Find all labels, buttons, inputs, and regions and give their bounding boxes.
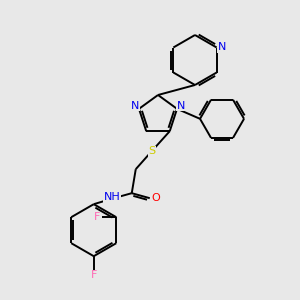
Text: F: F	[94, 212, 101, 222]
Text: F: F	[91, 270, 97, 280]
Text: O: O	[152, 193, 160, 203]
Text: N: N	[131, 101, 139, 111]
Text: N: N	[177, 101, 185, 111]
Text: N: N	[218, 43, 226, 52]
Text: S: S	[148, 146, 155, 156]
Text: NH: NH	[103, 192, 120, 202]
